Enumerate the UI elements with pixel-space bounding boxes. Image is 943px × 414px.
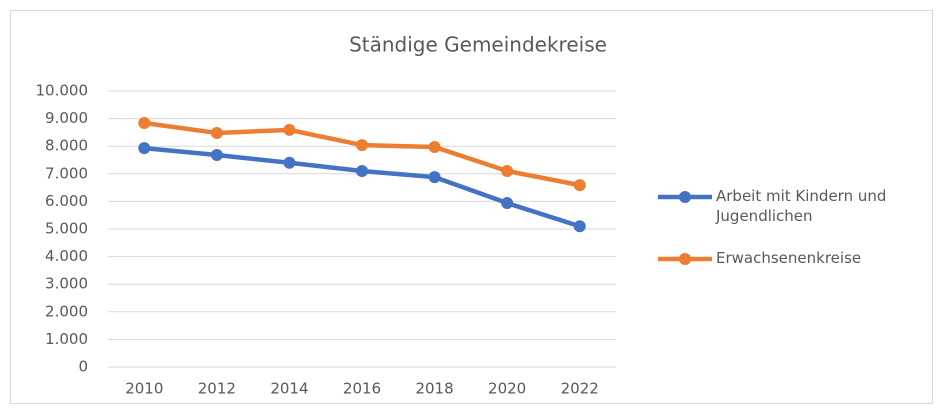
- y-tick-label: 2.000: [45, 302, 88, 320]
- x-tick-label: 2018: [415, 380, 453, 398]
- y-tick-label: 5.000: [45, 220, 88, 238]
- data-point: [573, 179, 586, 192]
- data-point: [428, 171, 441, 184]
- x-tick-label: 2010: [125, 380, 163, 398]
- x-tick-label: 2020: [488, 380, 526, 398]
- x-tick-label: 2022: [561, 380, 599, 398]
- data-point: [283, 123, 296, 136]
- legend-label: Arbeit mit Kindern und Jugendlichen: [716, 187, 887, 225]
- y-tick-label: 8.000: [45, 137, 88, 155]
- data-point: [210, 149, 223, 162]
- data-point: [283, 156, 296, 169]
- y-tick-label: 4.000: [45, 247, 88, 265]
- y-tick-label: 3.000: [45, 275, 88, 293]
- legend-marker: [679, 191, 691, 203]
- data-point: [573, 220, 586, 233]
- data-point: [138, 142, 151, 155]
- y-tick-label: 7.000: [45, 164, 88, 182]
- data-point: [501, 165, 514, 178]
- x-tick-label: 2012: [198, 380, 236, 398]
- data-point: [501, 197, 514, 210]
- data-point: [428, 141, 441, 154]
- x-tick-label: 2014: [270, 380, 308, 398]
- legend-label: Erwachsenenkreise: [716, 249, 862, 267]
- y-tick-label: 1.000: [45, 330, 88, 348]
- y-tick-label: 0: [78, 358, 88, 376]
- data-point: [138, 117, 151, 130]
- data-point: [356, 139, 368, 152]
- data-point: [356, 165, 368, 178]
- x-tick-label: 2016: [343, 380, 381, 398]
- data-point: [210, 126, 223, 139]
- y-tick-label: 6.000: [45, 192, 88, 210]
- y-tick-label: 10.000: [36, 82, 89, 100]
- y-tick-label: 9.000: [45, 109, 88, 127]
- chart-title: Ständige Gemeindekreise: [349, 33, 607, 57]
- legend-marker: [679, 253, 691, 265]
- chart-border: [10, 10, 933, 404]
